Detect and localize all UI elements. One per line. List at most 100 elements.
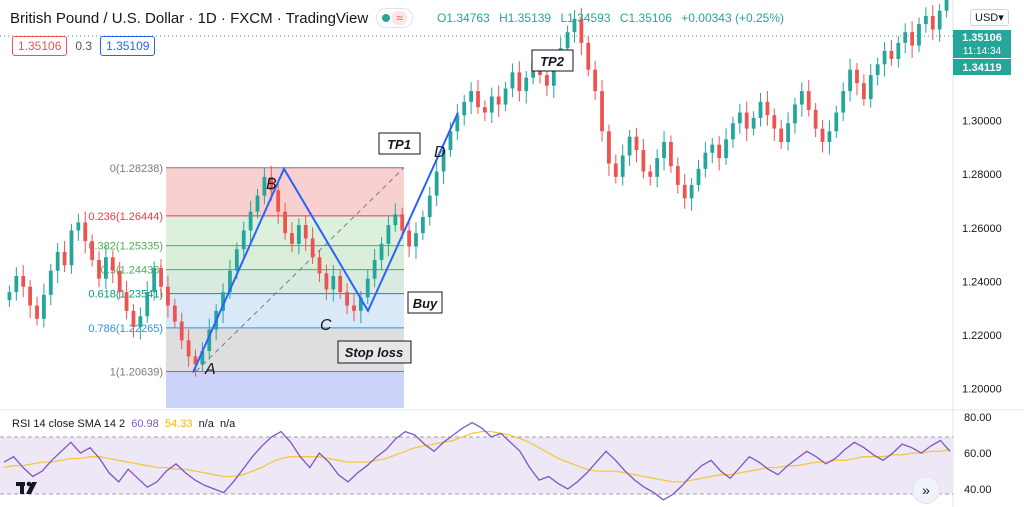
candle-body-88 [613, 163, 618, 177]
harmonic-pattern[interactable] [192, 112, 459, 373]
label-b[interactable]: B [266, 176, 277, 193]
candle-body-90 [627, 136, 632, 156]
stop-loss-callout[interactable]: Stop loss [337, 340, 412, 364]
candle-body-55 [386, 225, 391, 244]
candle-body-26 [186, 340, 191, 357]
candle-body-25 [179, 321, 184, 341]
candle-body-131 [910, 32, 914, 46]
ohlc-high: H1.35139 [499, 11, 552, 25]
candle-body-85 [593, 69, 598, 92]
last-price-badge: 1.35106 11:14:34 [953, 30, 1011, 58]
rsi-line [3, 421, 951, 501]
candle-body-78 [545, 75, 549, 86]
tp1-text: TP1 [387, 137, 411, 152]
candle-body-96 [669, 142, 673, 167]
currency-label: USD [975, 12, 999, 24]
candle-body-97 [675, 166, 680, 185]
rsi-na-2: n/a [219, 418, 236, 430]
candle-body-118 [820, 128, 825, 143]
candle-body-28 [200, 351, 205, 365]
candle-body-128 [889, 50, 894, 59]
candle-body-110 [765, 101, 770, 116]
tp2-callout[interactable]: TP2 [531, 49, 574, 72]
rsi-sma-value: 54.33 [164, 418, 193, 430]
candle-body-116 [806, 91, 811, 110]
symbol-title[interactable]: British Pound / U.S. Dollar · 1D · FXCM … [10, 9, 369, 27]
candle-body-0 [7, 292, 12, 301]
candle-body-61 [427, 195, 432, 218]
label-d[interactable]: D [434, 144, 446, 161]
rsi-ticks: 80.00 60.00 40.00 [964, 412, 992, 496]
rsi-sma-line [3, 430, 951, 483]
currency-select[interactable]: USD▾ [970, 9, 1009, 26]
ohlc-change: +0.00343 (+0.25%) [681, 11, 784, 25]
tp1-callout[interactable]: TP1 [378, 132, 421, 155]
fib-zone-ext [166, 371, 404, 408]
candle-body-95 [662, 142, 666, 159]
candle-body-13 [97, 259, 101, 279]
label-a[interactable]: A [204, 361, 216, 378]
candle-body-39 [276, 190, 281, 212]
rsi-title: RSI 14 close SMA 14 2 [12, 418, 126, 430]
rsi-legend[interactable]: RSI 14 close SMA 14 2 60.98 54.33 n/a n/… [12, 418, 235, 430]
scroll-to-realtime-button[interactable]: » [912, 476, 940, 504]
rsi-tick-2: 40.00 [964, 484, 992, 496]
sell-button[interactable]: 1.35106 [12, 36, 68, 56]
candle-body-115 [799, 91, 804, 105]
candle-body-14 [104, 257, 108, 279]
candle-body-86 [600, 91, 604, 132]
candle-body-59 [414, 233, 418, 247]
candle-body-99 [689, 184, 694, 199]
candle-body-120 [834, 112, 839, 132]
price-tick-3: 1.26000 [962, 223, 1002, 235]
candle-body-12 [90, 241, 95, 260]
fib-zone-2 [166, 245, 404, 270]
candle-body-121 [841, 91, 846, 113]
candle-body-104 [724, 139, 728, 159]
fib-label-0: 0(1.28238) [110, 163, 163, 175]
candle-body-112 [779, 128, 784, 143]
pattern-line [192, 112, 459, 373]
candle-body-43 [303, 225, 308, 239]
candle-body-19 [138, 316, 143, 327]
candle-body-103 [717, 144, 722, 159]
candle-body-16 [117, 270, 122, 293]
candle-body-98 [682, 184, 687, 199]
candle-body-35 [248, 211, 253, 231]
candle-body-117 [813, 109, 818, 129]
fib-label-5: 0.786(1.22265) [88, 323, 163, 335]
candle-body-57 [400, 214, 405, 231]
chart-header: British Pound / U.S. Dollar · 1D · FXCM … [10, 8, 413, 28]
label-c[interactable]: C [320, 317, 332, 334]
candle-body-111 [772, 115, 777, 129]
candle-body-64 [448, 131, 453, 151]
candle-body-37 [262, 176, 267, 196]
candle-body-9 [69, 230, 74, 266]
candle-body-15 [110, 257, 115, 271]
candle-body-89 [620, 155, 625, 177]
ohlc-open: O1.34763 [437, 11, 490, 25]
wave-icon: ≈ [392, 11, 407, 25]
candle-body-65 [455, 115, 460, 132]
candle-body-47 [331, 276, 336, 290]
rsi-tick-0: 80.00 [964, 412, 992, 424]
candle-body-130 [903, 32, 908, 43]
market-status-toggle[interactable]: ≈ [376, 8, 413, 28]
price-pane[interactable] [0, 0, 953, 410]
candle-body-109 [758, 101, 763, 118]
countdown-text: 11:14:34 [963, 46, 1002, 57]
candle-body-50 [352, 305, 356, 311]
price-tick-4: 1.24000 [962, 276, 1002, 288]
buy-button[interactable]: 1.35109 [100, 36, 156, 56]
candle-body-48 [338, 276, 343, 293]
price-axis[interactable] [953, 0, 1024, 507]
candle-body-42 [296, 225, 301, 244]
candle-body-75 [524, 77, 529, 92]
candle-body-4 [35, 305, 39, 319]
tradingview-logo-icon[interactable] [14, 476, 44, 498]
buy-callout[interactable]: Buy [407, 291, 443, 314]
candle-body-8 [62, 251, 67, 266]
spread-value: 0.3 [75, 39, 93, 53]
fib-label-2: 0.382(1.25335) [88, 241, 163, 253]
